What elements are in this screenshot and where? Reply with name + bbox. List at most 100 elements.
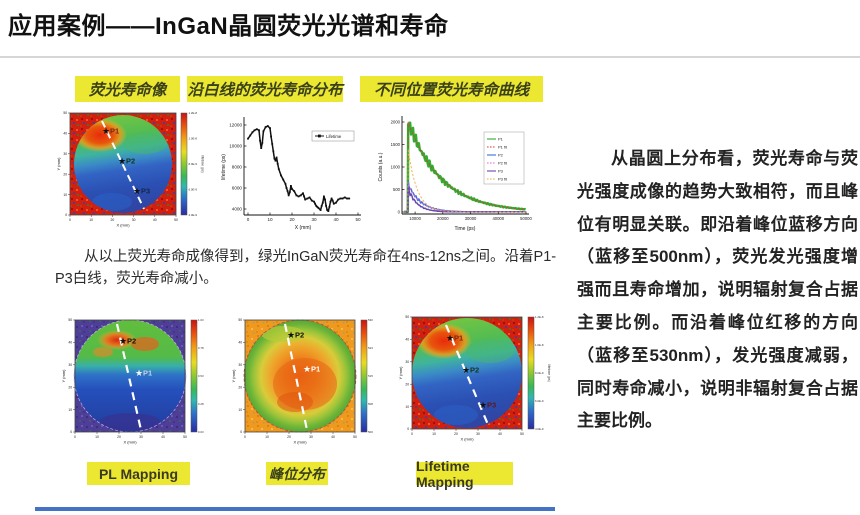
plot-frame (69, 112, 177, 216)
svg-text:Y (mm): Y (mm) (231, 369, 236, 383)
svg-text:1.0E-8: 1.0E-8 (189, 137, 198, 141)
svg-text:50: 50 (238, 318, 242, 322)
lifetime-profile-figure: 0 10 20 30 40 50 4000 6000 8000 10000 12000 X (mm) l… (216, 109, 366, 237)
svg-text:40: 40 (333, 217, 339, 222)
svg-text:10: 10 (68, 408, 72, 412)
wafer-lifetime-heatmap-bottom: 00 10 10 20 20 30 30 40 40 50 50 1.2E-8 1.0E-8 8.0E-9… (398, 315, 551, 442)
lifetime-mapping-figure: 0 0 10 10 20 20 30 30 40 40 50 50 1.2E-8 1.0E-8 8.0E-9… (392, 311, 557, 451)
svg-text:40: 40 (68, 341, 72, 345)
legend-label: P3 fit (498, 177, 508, 182)
section-label-line-profile: 沿白线的荧光寿命分布 (187, 76, 343, 102)
lifetime-profile-plot: 0 10 20 30 40 50 4000 6000 8000 10000 12000 X (mm) l… (221, 117, 361, 231)
legend-box (311, 130, 355, 142)
plot-frame (74, 319, 186, 433)
caption-lifetime-range: 从以上荧光寿命成像得到，绿光InGaN荧光寿命在4ns-12ns之间。沿着P1-… (55, 249, 557, 288)
svg-text:530: 530 (368, 318, 373, 322)
svg-text:1500: 1500 (391, 142, 401, 147)
point-star: ★ (135, 368, 143, 378)
svg-text:0.53: 0.53 (198, 374, 204, 378)
svg-text:40: 40 (331, 435, 335, 439)
section-label-text: 荧光寿命像 (88, 82, 167, 99)
wafer-peak-heatmap: 00 10 10 20 20 30 30 40 40 50 50 530 523 515 508 500 X (… (231, 318, 373, 445)
decay-plot-content: 10000 20000 30000 40000 50000 0 500 1000 1500 200… (378, 116, 532, 232)
svg-text:6000: 6000 (232, 186, 243, 191)
svg-text:6.0E-9: 6.0E-9 (535, 399, 544, 403)
wafer-pl-heatmap: 00 10 10 20 20 30 30 40 40 50 50 1.03 0.78 0.53 0.28 0.… (61, 318, 204, 445)
plot-frame (244, 319, 356, 433)
figure-label-pl-mapping: PL Mapping (87, 462, 190, 485)
svg-text:20: 20 (287, 435, 291, 439)
section-label-lifetime-image: 荧光寿命像 (75, 76, 180, 102)
svg-text:0.78: 0.78 (198, 346, 204, 350)
point-label: P2 (295, 331, 304, 340)
svg-text:50: 50 (405, 315, 409, 319)
figure-label-peak-position: 峰位分布 (266, 462, 328, 485)
section-label-text: 沿白线的荧光寿命分布 (187, 82, 343, 99)
wafer-annotations: 00 10 10 20 20 30 30 40 40 50 50 1.2E-8 1.0E-8 8.0E-9… (56, 111, 205, 228)
svg-text:50: 50 (68, 318, 72, 322)
svg-text:500: 500 (393, 187, 401, 192)
decay-curves-figure: 10000 20000 30000 40000 50000 0 500 1000 1500 200… (374, 108, 542, 238)
svg-text:523: 523 (368, 346, 373, 350)
title-divider (0, 56, 860, 58)
wafer-hot-regions (93, 330, 160, 431)
svg-text:30: 30 (139, 435, 143, 439)
svg-text:20: 20 (405, 382, 409, 386)
footer-accent-line (35, 507, 555, 511)
svg-text:30000: 30000 (465, 216, 477, 221)
point-label: P3 (141, 187, 150, 196)
svg-text:50: 50 (355, 217, 361, 222)
point-label: P1 (143, 369, 152, 378)
wafer-annotations: 00 10 10 20 20 30 30 40 40 50 50 530 523 515 508 500 X (… (231, 318, 373, 445)
svg-text:40: 40 (161, 435, 165, 439)
legend-label: P2 fit (498, 161, 508, 166)
svg-text:4.0E-9: 4.0E-9 (535, 427, 544, 431)
svg-text:30: 30 (63, 152, 67, 156)
point-star: ★ (446, 333, 454, 343)
svg-text:Y (mm): Y (mm) (61, 369, 66, 383)
svg-text:1.0E-8: 1.0E-8 (535, 343, 544, 347)
scan-line-dashed (101, 120, 145, 210)
svg-text:500: 500 (368, 430, 373, 434)
colorbar (190, 319, 198, 433)
svg-text:2000: 2000 (391, 120, 401, 125)
svg-text:0: 0 (74, 435, 76, 439)
svg-text:50: 50 (520, 432, 524, 436)
scan-line-dashed (444, 324, 491, 428)
svg-text:30: 30 (311, 217, 317, 222)
svg-text:lifetime (ps): lifetime (ps) (547, 364, 551, 382)
svg-text:Counts (a.u.): Counts (a.u.) (378, 152, 384, 181)
svg-text:40: 40 (63, 132, 67, 136)
point-label: P1 (311, 365, 320, 374)
point-label: P1 (110, 127, 119, 136)
pl-mapping-figure: 0 0 10 10 20 20 30 30 40 40 50 50 1.03 0.78 0.53 0.28 0.… (55, 314, 220, 454)
wafer-annotations: 00 10 10 20 20 30 30 40 40 50 50 1.2E-8 1.0E-8 8.0E-9… (398, 315, 551, 442)
legend-label: P1 fit (498, 145, 508, 150)
svg-text:10: 10 (405, 405, 409, 409)
point-star: ★ (102, 126, 110, 136)
svg-text:12000: 12000 (229, 123, 242, 128)
svg-text:X (mm): X (mm) (123, 440, 137, 445)
svg-text:20: 20 (117, 435, 121, 439)
svg-text:1.2E-8: 1.2E-8 (189, 111, 198, 115)
figure-label-text: Lifetime Mapping (416, 457, 474, 490)
svg-text:10: 10 (267, 217, 273, 222)
wafer-annotations: 00 10 10 20 20 30 30 40 40 50 50 1.03 0.78 0.53 0.28 0.… (61, 318, 204, 445)
legend-label: P2 (498, 153, 504, 158)
svg-text:X (mm): X (mm) (295, 225, 312, 231)
svg-text:4.0E-9: 4.0E-9 (189, 213, 198, 217)
point-star: ★ (462, 365, 470, 375)
point-label: P2 (126, 157, 135, 166)
svg-text:20: 20 (289, 217, 295, 222)
svg-text:10: 10 (89, 218, 93, 222)
plot-frame (411, 316, 523, 430)
colorbar (527, 316, 535, 430)
peak-position-figure: 0 0 10 10 20 20 30 30 40 40 50 50 530 523 515 508 500 X (… (225, 314, 390, 454)
svg-text:10: 10 (265, 435, 269, 439)
svg-text:40: 40 (238, 341, 242, 345)
svg-text:8.0E-9: 8.0E-9 (535, 371, 544, 375)
svg-text:X (mm): X (mm) (116, 223, 130, 228)
svg-text:0: 0 (240, 430, 242, 434)
svg-text:1.03: 1.03 (198, 318, 204, 322)
wafer-hot-regions (261, 326, 337, 412)
